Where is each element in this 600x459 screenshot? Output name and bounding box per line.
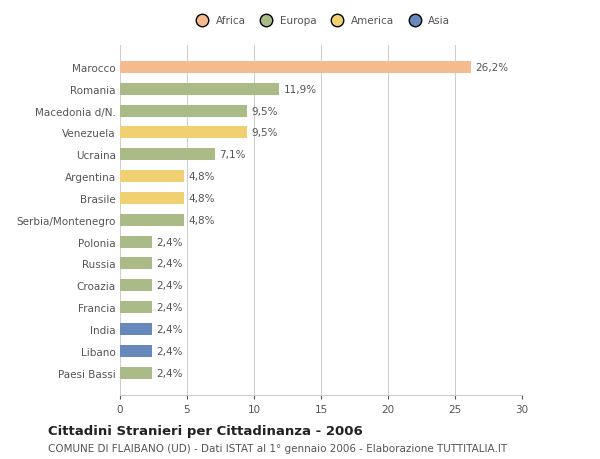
Bar — [120, 367, 152, 379]
Bar — [120, 149, 215, 161]
Text: 4,8%: 4,8% — [188, 172, 215, 182]
Text: 2,4%: 2,4% — [156, 302, 182, 313]
Text: 4,8%: 4,8% — [188, 194, 215, 203]
Bar — [120, 62, 471, 74]
Text: 7,1%: 7,1% — [219, 150, 245, 160]
Text: 2,4%: 2,4% — [156, 368, 182, 378]
Bar — [120, 302, 152, 313]
Bar — [120, 280, 152, 292]
Bar — [120, 323, 152, 335]
Legend: Africa, Europa, America, Asia: Africa, Europa, America, Asia — [191, 16, 451, 26]
Bar — [120, 214, 184, 226]
Bar — [120, 171, 184, 183]
Text: Cittadini Stranieri per Cittadinanza - 2006: Cittadini Stranieri per Cittadinanza - 2… — [48, 424, 363, 437]
Text: 2,4%: 2,4% — [156, 346, 182, 356]
Text: 2,4%: 2,4% — [156, 259, 182, 269]
Text: 9,5%: 9,5% — [251, 106, 278, 116]
Text: COMUNE DI FLAIBANO (UD) - Dati ISTAT al 1° gennaio 2006 - Elaborazione TUTTITALI: COMUNE DI FLAIBANO (UD) - Dati ISTAT al … — [48, 443, 507, 453]
Text: 11,9%: 11,9% — [283, 84, 317, 95]
Text: 2,4%: 2,4% — [156, 325, 182, 334]
Bar — [120, 106, 247, 118]
Text: 2,4%: 2,4% — [156, 281, 182, 291]
Bar — [120, 84, 280, 95]
Bar — [120, 192, 184, 205]
Bar — [120, 345, 152, 357]
Text: 4,8%: 4,8% — [188, 215, 215, 225]
Text: 2,4%: 2,4% — [156, 237, 182, 247]
Bar — [120, 127, 247, 139]
Text: 9,5%: 9,5% — [251, 128, 278, 138]
Bar — [120, 236, 152, 248]
Bar — [120, 258, 152, 270]
Text: 26,2%: 26,2% — [475, 63, 508, 73]
